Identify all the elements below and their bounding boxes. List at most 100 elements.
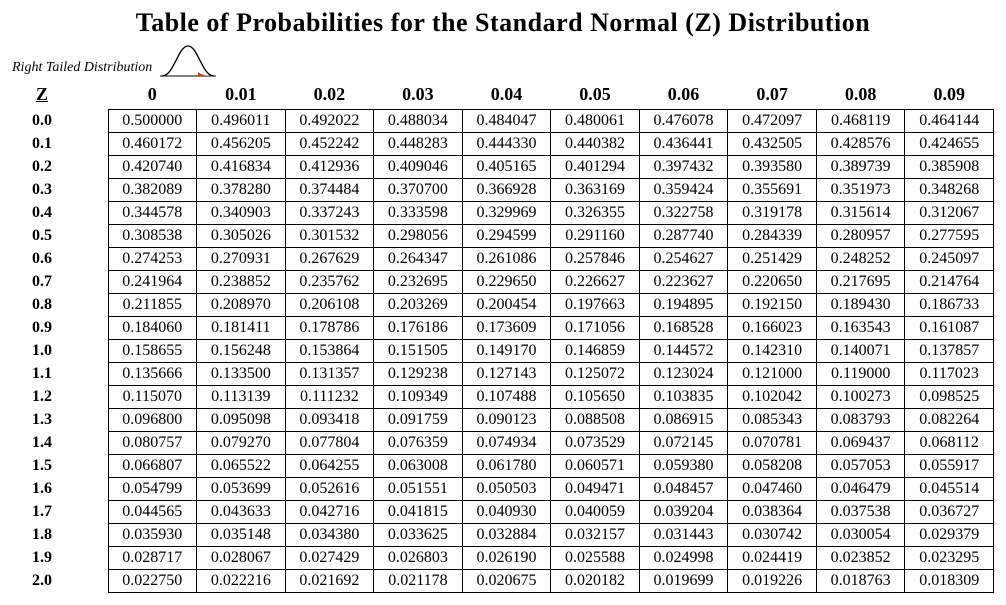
table-row: 0.00.5000000.4960110.4920220.4880340.484… <box>12 110 994 133</box>
table-cell: 0.023852 <box>816 547 905 570</box>
table-cell: 0.146859 <box>551 340 640 363</box>
table-cell: 0.401294 <box>551 156 640 179</box>
table-cell: 0.416834 <box>197 156 286 179</box>
table-cell: 0.452242 <box>285 133 374 156</box>
table-cell: 0.251429 <box>728 248 817 271</box>
table-cell: 0.192150 <box>728 294 817 317</box>
row-gap <box>72 225 108 248</box>
table-cell: 0.093418 <box>285 409 374 432</box>
table-cell: 0.073529 <box>551 432 640 455</box>
table-cell: 0.022750 <box>108 570 197 593</box>
table-cell: 0.041815 <box>374 501 463 524</box>
table-cell: 0.072145 <box>639 432 728 455</box>
table-cell: 0.178786 <box>285 317 374 340</box>
row-gap <box>72 133 108 156</box>
table-cell: 0.140071 <box>816 340 905 363</box>
table-cell: 0.366928 <box>462 179 551 202</box>
column-header: 0.08 <box>816 82 905 110</box>
table-cell: 0.370700 <box>374 179 463 202</box>
table-cell: 0.020182 <box>551 570 640 593</box>
table-cell: 0.484047 <box>462 110 551 133</box>
table-cell: 0.294599 <box>462 225 551 248</box>
table-cell: 0.298056 <box>374 225 463 248</box>
table-cell: 0.051551 <box>374 478 463 501</box>
table-cell: 0.374484 <box>285 179 374 202</box>
table-cell: 0.305026 <box>197 225 286 248</box>
z-table-page: Table of Probabilities for the Standard … <box>0 0 1006 605</box>
table-cell: 0.189430 <box>816 294 905 317</box>
row-header: 0.2 <box>12 156 72 179</box>
table-cell: 0.248252 <box>816 248 905 271</box>
table-cell: 0.436441 <box>639 133 728 156</box>
table-row: 1.20.1150700.1131390.1112320.1093490.107… <box>12 386 994 409</box>
table-cell: 0.158655 <box>108 340 197 363</box>
table-cell: 0.153864 <box>285 340 374 363</box>
table-cell: 0.444330 <box>462 133 551 156</box>
table-cell: 0.397432 <box>639 156 728 179</box>
table-row: 1.00.1586550.1562480.1538640.1515050.149… <box>12 340 994 363</box>
table-cell: 0.238852 <box>197 271 286 294</box>
column-header: 0.06 <box>639 82 728 110</box>
table-cell: 0.133500 <box>197 363 286 386</box>
table-cell: 0.163543 <box>816 317 905 340</box>
row-gap <box>72 110 108 133</box>
table-cell: 0.333598 <box>374 202 463 225</box>
table-cell: 0.088508 <box>551 409 640 432</box>
row-header: 1.9 <box>12 547 72 570</box>
table-cell: 0.156248 <box>197 340 286 363</box>
table-cell: 0.063008 <box>374 455 463 478</box>
row-header: 1.6 <box>12 478 72 501</box>
table-cell: 0.021692 <box>285 570 374 593</box>
table-cell: 0.363169 <box>551 179 640 202</box>
row-gap <box>72 386 108 409</box>
table-cell: 0.409046 <box>374 156 463 179</box>
table-cell: 0.082264 <box>905 409 994 432</box>
table-cell: 0.036727 <box>905 501 994 524</box>
row-header: 1.5 <box>12 455 72 478</box>
table-cell: 0.030054 <box>816 524 905 547</box>
table-row: 2.00.0227500.0222160.0216920.0211780.020… <box>12 570 994 593</box>
table-cell: 0.083793 <box>816 409 905 432</box>
table-cell: 0.284339 <box>728 225 817 248</box>
table-cell: 0.301532 <box>285 225 374 248</box>
table-cell: 0.042716 <box>285 501 374 524</box>
table-cell: 0.091759 <box>374 409 463 432</box>
table-cell: 0.337243 <box>285 202 374 225</box>
table-cell: 0.393580 <box>728 156 817 179</box>
row-gap <box>72 202 108 225</box>
row-gap <box>72 455 108 478</box>
table-cell: 0.019699 <box>639 570 728 593</box>
row-gap <box>72 409 108 432</box>
table-cell: 0.057053 <box>816 455 905 478</box>
table-row: 0.20.4207400.4168340.4129360.4090460.405… <box>12 156 994 179</box>
table-cell: 0.173609 <box>462 317 551 340</box>
table-cell: 0.257846 <box>551 248 640 271</box>
table-cell: 0.194895 <box>639 294 728 317</box>
table-cell: 0.020675 <box>462 570 551 593</box>
table-cell: 0.065522 <box>197 455 286 478</box>
table-cell: 0.405165 <box>462 156 551 179</box>
table-cell: 0.023295 <box>905 547 994 570</box>
row-gap <box>72 179 108 202</box>
table-row: 0.70.2419640.2388520.2357620.2326950.229… <box>12 271 994 294</box>
row-header: 0.4 <box>12 202 72 225</box>
row-header: 0.8 <box>12 294 72 317</box>
table-cell: 0.270931 <box>197 248 286 271</box>
page-title: Table of Probabilities for the Standard … <box>12 8 994 38</box>
table-cell: 0.121000 <box>728 363 817 386</box>
table-cell: 0.166023 <box>728 317 817 340</box>
table-cell: 0.277595 <box>905 225 994 248</box>
table-cell: 0.037538 <box>816 501 905 524</box>
table-cell: 0.046479 <box>816 478 905 501</box>
table-cell: 0.226627 <box>551 271 640 294</box>
column-header-z: Z <box>12 82 72 110</box>
table-cell: 0.035148 <box>197 524 286 547</box>
table-cell: 0.060571 <box>551 455 640 478</box>
table-cell: 0.203269 <box>374 294 463 317</box>
table-cell: 0.235762 <box>285 271 374 294</box>
table-cell: 0.109349 <box>374 386 463 409</box>
table-cell: 0.245097 <box>905 248 994 271</box>
table-cell: 0.241964 <box>108 271 197 294</box>
table-row: 0.60.2742530.2709310.2676290.2643470.261… <box>12 248 994 271</box>
row-header: 1.7 <box>12 501 72 524</box>
